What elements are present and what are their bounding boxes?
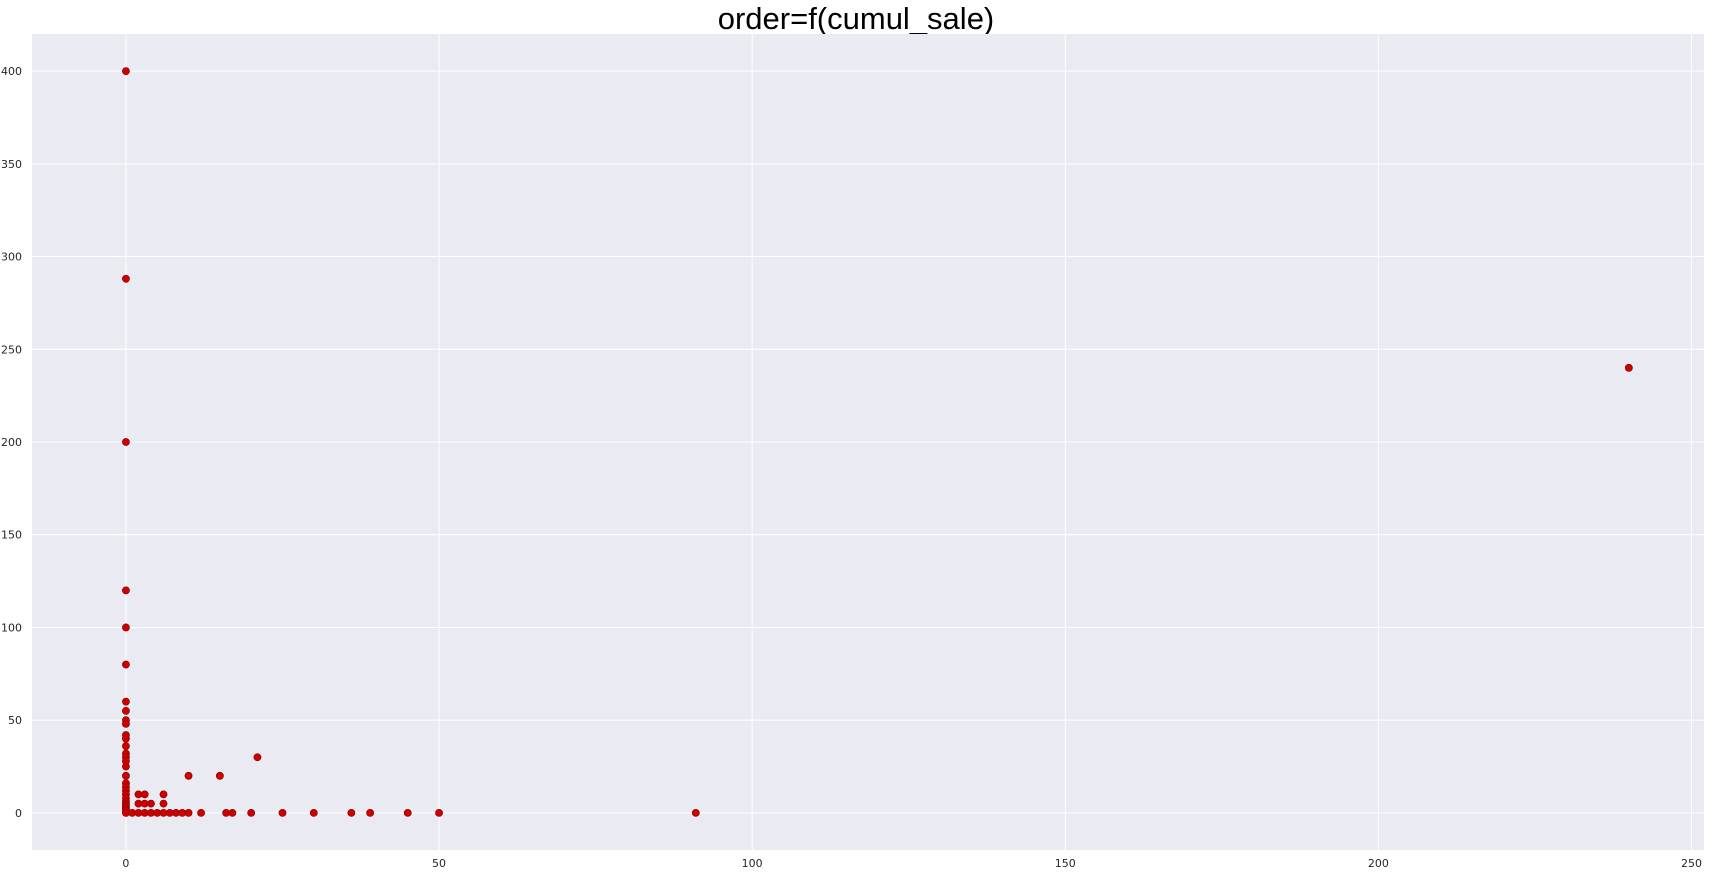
y-tick-label: 350 bbox=[1, 158, 22, 171]
grid-lines bbox=[32, 34, 1704, 850]
x-tick-label: 150 bbox=[1055, 857, 1076, 870]
data-point bbox=[253, 753, 262, 762]
data-point bbox=[403, 809, 412, 817]
data-point bbox=[159, 799, 168, 808]
data-point bbox=[122, 719, 130, 728]
data-point bbox=[122, 742, 130, 751]
x-tick-label: 50 bbox=[432, 857, 446, 870]
data-point bbox=[184, 771, 193, 780]
data-point bbox=[435, 809, 443, 817]
data-point bbox=[122, 586, 130, 595]
y-tick-label: 100 bbox=[1, 621, 22, 634]
chart-title: order=f(cumul_sale) bbox=[717, 1, 995, 36]
data-point bbox=[122, 771, 130, 780]
data-point bbox=[184, 809, 193, 817]
data-points bbox=[122, 67, 1633, 817]
y-tick-label: 150 bbox=[1, 529, 22, 542]
data-point bbox=[366, 809, 375, 817]
data-point bbox=[309, 809, 318, 817]
data-point bbox=[122, 762, 130, 771]
data-point bbox=[197, 809, 205, 817]
data-point bbox=[122, 707, 130, 715]
y-tick-label: 250 bbox=[1, 343, 22, 356]
data-point bbox=[1624, 363, 1633, 372]
y-tick-label: 400 bbox=[1, 65, 22, 78]
x-tick-label: 100 bbox=[742, 857, 763, 870]
data-point bbox=[122, 623, 130, 632]
data-point bbox=[215, 771, 224, 780]
x-axis-ticks: 0 50 100 150 200 250 bbox=[122, 857, 1702, 870]
data-point bbox=[122, 274, 130, 283]
data-point bbox=[122, 438, 130, 446]
data-point bbox=[228, 809, 237, 817]
data-point bbox=[147, 799, 155, 808]
data-point bbox=[278, 809, 287, 817]
data-point bbox=[122, 734, 130, 743]
data-point bbox=[122, 67, 130, 75]
x-tick-label: 250 bbox=[1681, 857, 1702, 870]
data-point bbox=[122, 660, 130, 669]
y-tick-label: 0 bbox=[15, 807, 22, 820]
data-point bbox=[691, 809, 700, 817]
y-tick-label: 200 bbox=[1, 436, 22, 449]
data-point bbox=[140, 790, 149, 799]
data-point bbox=[159, 790, 168, 799]
y-tick-label: 300 bbox=[1, 251, 22, 264]
data-point bbox=[122, 697, 130, 706]
data-point bbox=[347, 809, 356, 817]
x-tick-label: 200 bbox=[1368, 857, 1389, 870]
x-tick-label: 0 bbox=[122, 857, 129, 870]
y-axis-ticks: 0 50 100 150 200 250 300 350 400 bbox=[1, 65, 22, 820]
data-point bbox=[247, 809, 256, 817]
y-tick-label: 50 bbox=[8, 714, 22, 727]
